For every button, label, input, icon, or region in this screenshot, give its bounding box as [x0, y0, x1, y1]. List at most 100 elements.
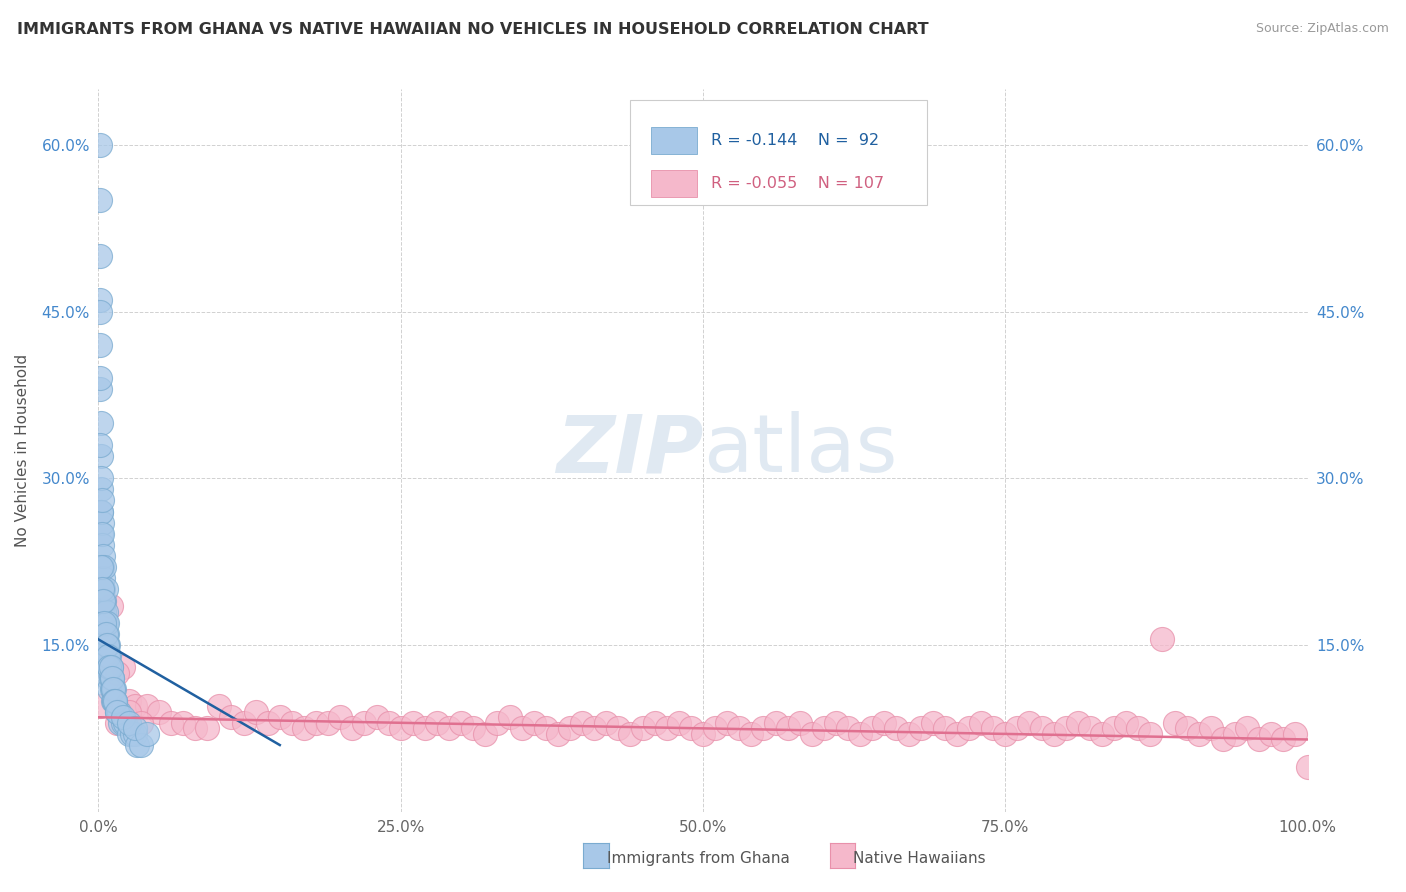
Point: [752, 722, 775, 736]
Point: [886, 722, 908, 736]
Point: [118, 693, 141, 707]
Point: [90, 505, 112, 519]
Point: [1175, 722, 1198, 736]
Point: [105, 665, 128, 680]
Point: [93, 605, 115, 619]
Point: [91, 582, 114, 597]
Point: [1067, 715, 1090, 730]
Point: [91, 571, 114, 585]
Point: [91, 638, 114, 652]
Point: [96, 660, 118, 674]
Point: [93, 638, 115, 652]
Point: [97, 671, 120, 685]
Point: [98, 649, 121, 664]
Point: [100, 599, 122, 613]
Point: [316, 715, 339, 730]
Point: [1102, 722, 1125, 736]
Point: [129, 715, 152, 730]
Point: [571, 715, 593, 730]
Text: R = -0.055    N = 107: R = -0.055 N = 107: [711, 176, 884, 191]
Point: [91, 593, 114, 607]
Point: [269, 710, 291, 724]
Point: [1272, 732, 1295, 747]
Point: [91, 605, 114, 619]
Point: [96, 627, 118, 641]
Point: [129, 738, 152, 752]
Point: [124, 699, 146, 714]
Point: [105, 705, 128, 719]
Point: [100, 660, 122, 674]
Point: [474, 727, 496, 741]
Point: [111, 710, 134, 724]
Point: [789, 715, 811, 730]
Point: [486, 715, 509, 730]
Point: [1249, 732, 1271, 747]
Point: [91, 593, 114, 607]
Point: [558, 722, 581, 736]
Point: [765, 715, 787, 730]
Point: [98, 660, 121, 674]
Point: [860, 722, 883, 736]
Point: [93, 560, 115, 574]
Point: [1163, 715, 1185, 730]
Point: [813, 722, 835, 736]
Point: [1296, 760, 1319, 774]
Point: [135, 699, 157, 714]
Point: [426, 715, 449, 730]
Point: [776, 722, 799, 736]
Point: [90, 560, 112, 574]
Point: [957, 722, 980, 736]
Point: [256, 715, 278, 730]
Text: IMMIGRANTS FROM GHANA VS NATIVE HAWAIIAN NO VEHICLES IN HOUSEHOLD CORRELATION CH: IMMIGRANTS FROM GHANA VS NATIVE HAWAIIAN…: [17, 22, 928, 37]
Point: [89, 699, 111, 714]
Point: [366, 710, 388, 724]
Point: [97, 660, 120, 674]
Point: [93, 593, 115, 607]
Point: [728, 722, 751, 736]
Point: [90, 471, 112, 485]
Point: [91, 627, 114, 641]
Text: Native Hawaiians: Native Hawaiians: [853, 851, 986, 865]
Point: [740, 727, 762, 741]
Point: [97, 638, 120, 652]
Point: [91, 593, 114, 607]
Point: [148, 705, 170, 719]
Point: [103, 693, 125, 707]
Point: [704, 722, 727, 736]
Point: [104, 693, 127, 707]
Point: [91, 615, 114, 630]
Point: [91, 526, 114, 541]
Point: [329, 710, 352, 724]
Point: [619, 727, 641, 741]
Point: [232, 715, 254, 730]
Point: [245, 705, 267, 719]
Point: [94, 627, 117, 641]
Point: [800, 727, 823, 741]
Point: [100, 682, 122, 697]
Point: [1139, 727, 1161, 741]
Point: [1091, 727, 1114, 741]
Point: [89, 293, 111, 308]
Point: [121, 727, 143, 741]
Point: [90, 505, 112, 519]
Point: [1152, 632, 1174, 647]
Point: [90, 483, 112, 497]
Point: [94, 582, 117, 597]
Point: [91, 582, 114, 597]
Point: [103, 682, 125, 697]
Point: [105, 705, 128, 719]
Point: [644, 715, 666, 730]
Point: [124, 727, 146, 741]
FancyBboxPatch shape: [651, 169, 697, 197]
Point: [98, 660, 121, 674]
Point: [98, 682, 121, 697]
Point: [96, 649, 118, 664]
Point: [897, 727, 920, 741]
Point: [104, 693, 127, 707]
Point: [523, 715, 546, 730]
Point: [101, 682, 124, 697]
Point: [1054, 722, 1077, 736]
Point: [1007, 722, 1029, 736]
Point: [90, 416, 112, 430]
Y-axis label: No Vehicles in Household: No Vehicles in Household: [15, 354, 31, 547]
